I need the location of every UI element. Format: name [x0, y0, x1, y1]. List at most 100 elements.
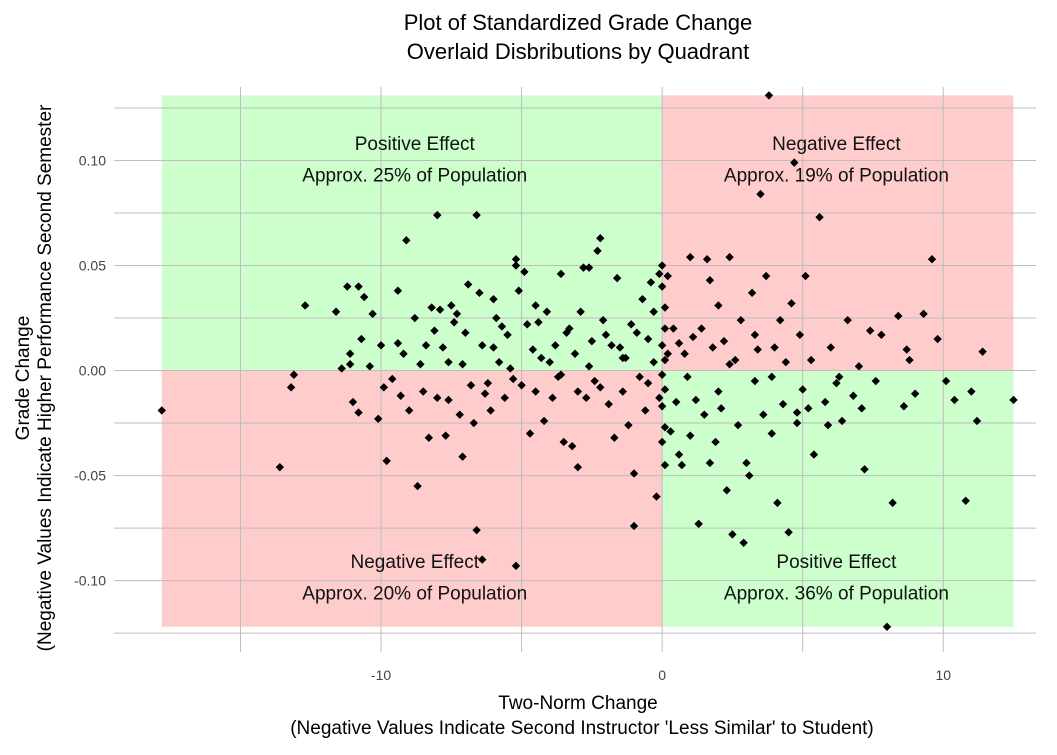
scatter-point	[433, 210, 442, 220]
quadrant-label-top-right-line-1: Negative Effect	[772, 134, 901, 155]
scatter-point	[396, 391, 405, 400]
scatter-point	[500, 393, 509, 403]
scatter-point	[466, 381, 476, 390]
scatter-point	[669, 324, 678, 333]
grid-layer	[114, 87, 1036, 652]
scatter-point	[559, 437, 568, 447]
scatter-point	[660, 355, 670, 365]
scatter-point	[475, 288, 484, 298]
quadrant-label-bottom-left-line-1: Negative Effect	[351, 552, 480, 573]
scatter-point	[837, 416, 847, 426]
scatter-point	[877, 330, 886, 340]
scatter-point	[551, 341, 560, 350]
scatter-point	[770, 343, 779, 352]
scatter-point	[531, 387, 540, 396]
scatter-point	[736, 315, 746, 325]
scatter-point	[649, 307, 658, 316]
scatter-point	[494, 357, 504, 367]
scatter-point	[941, 376, 951, 386]
scatter-point	[565, 324, 574, 333]
scatter-point	[275, 462, 285, 472]
scatter-point	[587, 336, 597, 346]
scatter-point	[511, 255, 521, 264]
scatter-point	[1009, 395, 1018, 405]
scatter-point	[972, 416, 982, 426]
scatter-point	[773, 498, 782, 508]
scatter-point	[359, 292, 369, 302]
scatter-point	[657, 402, 667, 411]
scatter-point	[539, 416, 549, 426]
scatter-point	[573, 462, 583, 472]
scatter-point	[537, 353, 546, 363]
scatter-point	[548, 393, 557, 403]
scatter-point	[691, 395, 701, 405]
scatter-point	[657, 437, 667, 447]
scatter-point	[514, 286, 523, 295]
scatter-point	[618, 353, 627, 363]
scatter-point	[427, 303, 436, 312]
scatter-point	[871, 376, 880, 386]
scatter-point	[601, 330, 611, 340]
scatter-point	[809, 450, 819, 459]
scatter-point	[753, 345, 762, 354]
scatter-point	[570, 349, 580, 358]
scatter-point	[655, 269, 664, 279]
scatter-point	[331, 307, 341, 316]
scatter-point	[776, 315, 785, 325]
scatter-point	[927, 255, 937, 264]
scatter-point	[598, 315, 608, 325]
quadrant-label-top-left-line-2: Approx. 25% of Population	[302, 166, 527, 187]
scatter-point	[784, 528, 793, 537]
scatter-point	[489, 343, 498, 352]
scatter-point	[345, 360, 355, 369]
scatter-point	[832, 378, 841, 388]
scatter-point	[511, 561, 521, 571]
scatter-point	[663, 349, 672, 358]
scatter-point	[646, 278, 656, 287]
scatter-point	[882, 622, 892, 631]
scatter-point	[677, 460, 687, 470]
scatter-point	[702, 255, 712, 264]
x-axis-title-line-1: Two-Norm Change	[498, 693, 657, 714]
quadrant-bottom-left	[161, 370, 663, 627]
scatter-point	[545, 357, 554, 367]
scatter-point	[792, 408, 802, 417]
quadrant-label-bottom-right-line-1: Positive Effect	[776, 552, 897, 573]
scatter-point	[781, 357, 791, 367]
scatter-point	[899, 402, 909, 411]
scatter-point	[719, 336, 729, 346]
scatter-point	[787, 299, 796, 308]
scatter-point	[697, 324, 706, 333]
scatter-point	[399, 349, 408, 358]
scatter-point	[688, 332, 698, 342]
quadrant-label-bottom-left-line-2: Approx. 20% of Population	[302, 583, 527, 604]
scatter-point	[638, 294, 647, 304]
scatter-point	[806, 355, 816, 365]
scatter-point	[393, 339, 403, 348]
scatter-point	[567, 441, 577, 451]
scatter-point	[286, 383, 296, 392]
scatter-point	[700, 410, 709, 419]
scatter-point	[520, 267, 529, 277]
scatter-point	[725, 360, 734, 369]
points-layer	[157, 91, 1018, 631]
scatter-point	[657, 370, 667, 379]
scatter-point	[300, 301, 310, 310]
quadrant-bottom-right	[662, 370, 1014, 627]
scatter-point	[289, 370, 299, 379]
scatter-point	[416, 360, 425, 369]
scatter-point	[733, 420, 743, 430]
scatter-point	[593, 246, 602, 256]
scatter-point	[528, 345, 538, 354]
scatter-point	[652, 492, 661, 501]
scatter-point	[503, 330, 512, 340]
scatter-point	[523, 320, 532, 329]
scatter-point	[449, 318, 459, 327]
scatter-point	[657, 341, 667, 350]
scatter-point	[860, 465, 869, 474]
scatter-point	[556, 269, 566, 279]
scatter-point	[705, 276, 715, 285]
scatter-point	[506, 364, 515, 373]
scatter-point	[849, 391, 858, 400]
